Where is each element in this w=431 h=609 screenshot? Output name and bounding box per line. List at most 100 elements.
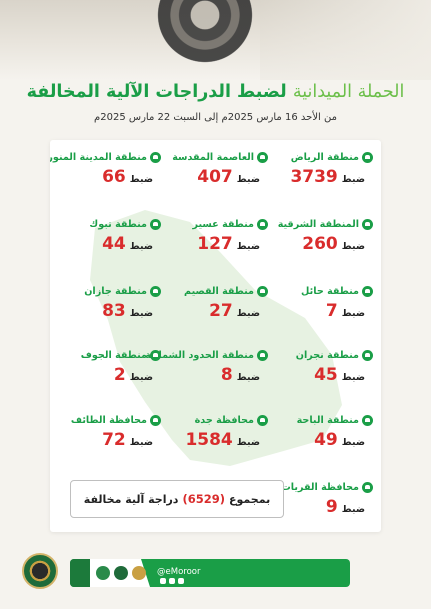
location-pin-icon — [362, 152, 373, 163]
page-title: الحملة الميدانية لضبط الدراجات الآلية ال… — [0, 82, 431, 102]
region-count: 44 — [102, 234, 126, 254]
youtube-icon — [178, 578, 184, 584]
region-cell: منطقة المدينة المنورة ضبط 66 — [50, 152, 161, 208]
region-name: منطقة الرياض — [290, 152, 359, 163]
region-cell: منطقة الرياض ضبط 3739 — [268, 152, 373, 208]
x-icon — [160, 578, 166, 584]
security-logo-icon — [114, 566, 128, 580]
title-bold: لضبط الدراجات الآلية المخالفة — [26, 82, 287, 102]
region-name: منطقة الباحة — [296, 415, 359, 426]
location-pin-icon — [362, 415, 373, 426]
location-pin-icon — [257, 415, 268, 426]
region-name: منطقة الجوف — [80, 350, 147, 361]
region-count: 45 — [314, 365, 338, 385]
location-pin-icon — [362, 350, 373, 361]
location-pin-icon — [150, 286, 161, 297]
seized-label: ضبط — [236, 241, 260, 252]
region-count: 3739 — [290, 167, 338, 187]
ministry-logo-icon — [96, 566, 110, 580]
region-name: منطقة نجران — [295, 350, 359, 361]
location-pin-icon — [362, 482, 373, 493]
region-name: محافظة الطائف — [70, 415, 147, 426]
total-suffix: دراجة آلية مخالفة — [83, 492, 179, 506]
region-name: العاصمة المقدسة — [172, 152, 254, 163]
header-photo — [0, 0, 431, 80]
region-name: منطقة جازان — [84, 286, 147, 297]
region-name: محافظة جدة — [194, 415, 254, 426]
saudi-map-icon — [90, 210, 342, 466]
footer-bar-accent — [70, 559, 90, 587]
region-cell: منطقة الباحة ضبط 49 — [268, 415, 373, 471]
region-count: 7 — [325, 301, 338, 321]
region-count: 72 — [102, 430, 126, 450]
region-cell: منطقة تبوك ضبط 44 — [56, 219, 161, 275]
region-cell: منطقة حائل ضبط 7 — [268, 286, 373, 342]
location-pin-icon — [257, 219, 268, 230]
total-prefix: بمجموع — [229, 492, 271, 506]
location-pin-icon — [362, 219, 373, 230]
region-cell: المنطقة الشرقية ضبط 260 — [268, 219, 373, 275]
title-light: الحملة الميدانية — [292, 82, 405, 102]
seized-label: ضبط — [129, 241, 153, 252]
seized-label: ضبط — [236, 308, 260, 319]
seized-label: ضبط — [129, 372, 153, 383]
regions-grid: منطقة الرياض ضبط 3739 العاصمة المقدسة ضبط… — [50, 140, 381, 532]
social-handle: @eMoroor — [157, 567, 201, 577]
seized-label: ضبط — [236, 372, 260, 383]
instagram-icon — [169, 578, 175, 584]
seized-label: ضبط — [341, 504, 365, 515]
region-cell: محافظة القريات ضبط 9 — [268, 482, 373, 532]
region-count: 83 — [102, 301, 126, 321]
region-count: 2 — [113, 365, 126, 385]
region-cell: منطقة نجران ضبط 45 — [268, 350, 373, 406]
region-count: 127 — [197, 234, 233, 254]
region-name: منطقة المدينة المنورة — [50, 152, 147, 163]
emblem-logo-icon — [132, 566, 146, 580]
seized-label: ضبط — [129, 174, 153, 185]
seized-label: ضبط — [236, 174, 260, 185]
location-pin-icon — [257, 152, 268, 163]
region-name: محافظة القريات — [281, 482, 359, 493]
region-count: 27 — [209, 301, 233, 321]
region-cell: محافظة جدة ضبط 1584 — [163, 415, 268, 471]
region-name: المنطقة الشرقية — [277, 219, 359, 230]
region-count: 49 — [314, 430, 338, 450]
region-cell: منطقة عسير ضبط 127 — [163, 219, 268, 275]
seized-label: ضبط — [341, 372, 365, 383]
region-cell: منطقة الجوف ضبط 2 — [56, 350, 161, 406]
seized-label: ضبط — [341, 174, 365, 185]
location-pin-icon — [150, 152, 161, 163]
footer: @eMoroor — [0, 553, 431, 593]
location-pin-icon — [362, 286, 373, 297]
region-count: 66 — [102, 167, 126, 187]
seized-label: ضبط — [129, 308, 153, 319]
location-pin-icon — [257, 286, 268, 297]
seized-label: ضبط — [341, 308, 365, 319]
location-pin-icon — [257, 350, 268, 361]
region-name: منطقة القصيم — [184, 286, 254, 297]
motorcycle-wheel — [150, 0, 260, 70]
seized-label: ضبط — [341, 241, 365, 252]
region-name: منطقة عسير — [192, 219, 254, 230]
location-pin-icon — [150, 415, 161, 426]
region-cell: محافظة الطائف ضبط 72 — [56, 415, 161, 471]
region-name: منطقة تبوك — [89, 219, 147, 230]
date-range: من الأحد 16 مارس 2025م إلى السبت 22 مارس… — [94, 112, 337, 123]
region-count: 8 — [220, 365, 233, 385]
region-cell: منطقة جازان ضبط 83 — [56, 286, 161, 342]
stats-card: منطقة الرياض ضبط 3739 العاصمة المقدسة ضبط… — [50, 140, 381, 532]
total-value: (6529) — [182, 492, 225, 506]
region-count: 1584 — [185, 430, 233, 450]
location-pin-icon — [150, 350, 161, 361]
location-pin-icon — [150, 219, 161, 230]
region-name: منطقة حائل — [301, 286, 359, 297]
header-haze — [260, 0, 431, 80]
region-count: 9 — [325, 497, 338, 517]
region-name: منطقة الحدود الشمالية — [145, 350, 254, 361]
seized-label: ضبط — [341, 437, 365, 448]
region-count: 407 — [197, 167, 233, 187]
region-count: 260 — [302, 234, 338, 254]
seized-label: ضبط — [129, 437, 153, 448]
region-cell: منطقة القصيم ضبط 27 — [163, 286, 268, 342]
seized-label: ضبط — [236, 437, 260, 448]
